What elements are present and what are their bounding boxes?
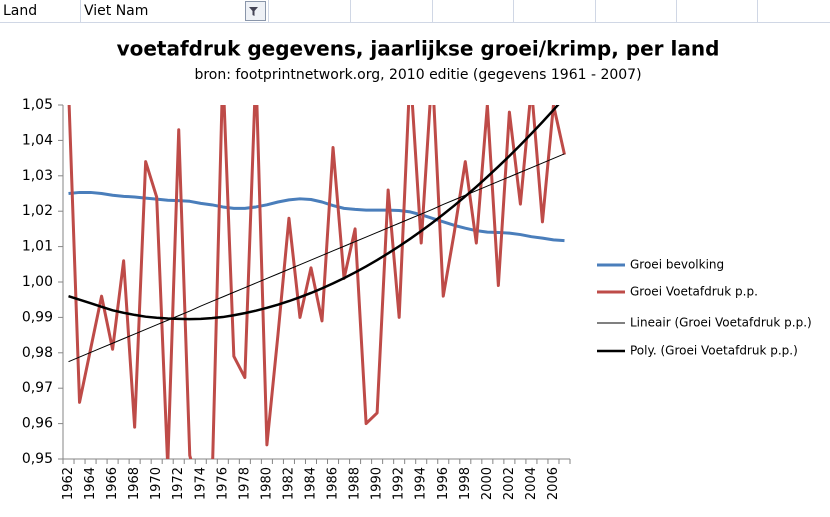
x-tick-label: 2002 bbox=[502, 467, 517, 500]
y-tick-label: 1,03 bbox=[22, 168, 53, 184]
y-tick-label: 1,01 bbox=[22, 239, 53, 255]
legend-label: Poly. (Groei Voetafdruk p.p.) bbox=[630, 344, 798, 358]
series-line bbox=[67, 105, 566, 459]
plot-area bbox=[67, 105, 566, 459]
legend-label: Lineair (Groei Voetafdruk p.p.) bbox=[630, 316, 812, 330]
filter-label: Land bbox=[3, 3, 37, 19]
filter-button-box[interactable] bbox=[245, 1, 266, 21]
y-tick-label: 0,95 bbox=[22, 451, 53, 467]
y-tick-label: 0,98 bbox=[22, 345, 53, 361]
y-tick-label: 0,99 bbox=[22, 309, 53, 325]
legend-label: Groei bevolking bbox=[630, 258, 724, 272]
chart-subtitle: bron: footprintnetwork.org, 2010 editie … bbox=[194, 67, 641, 83]
chart-title: voetafdruk gegevens, jaarlijkse groei/kr… bbox=[117, 37, 720, 61]
x-tick-label: 2000 bbox=[480, 467, 495, 500]
x-tick-label: 1968 bbox=[127, 467, 142, 500]
series-line bbox=[68, 153, 565, 363]
x-tick-label: 1994 bbox=[414, 467, 429, 500]
x-tick-label: 2004 bbox=[524, 467, 539, 500]
x-tick-label: 1964 bbox=[83, 467, 98, 500]
x-tick-label: 1980 bbox=[259, 467, 274, 500]
x-tick-label: 1998 bbox=[458, 467, 473, 500]
x-tick-label: 1974 bbox=[193, 467, 208, 500]
x-tick-label: 2006 bbox=[546, 467, 561, 500]
x-tick-label: 1984 bbox=[303, 467, 318, 500]
x-tick-label: 1970 bbox=[149, 467, 164, 500]
y-tick-label: 0,96 bbox=[22, 416, 53, 432]
filter-button[interactable] bbox=[245, 1, 266, 21]
x-tick-label: 1986 bbox=[326, 467, 341, 500]
x-tick-label: 1988 bbox=[348, 467, 363, 500]
sheet-row: Land Viet Nam bbox=[0, 0, 830, 23]
y-tick-label: 1,02 bbox=[22, 203, 53, 219]
filter-value: Viet Nam bbox=[84, 3, 148, 19]
x-tick-label: 1978 bbox=[237, 467, 252, 500]
y-tick-label: 1,00 bbox=[22, 274, 53, 290]
x-tick-label: 1996 bbox=[436, 467, 451, 500]
series-line bbox=[68, 105, 560, 321]
x-tick-label: 1962 bbox=[61, 467, 76, 500]
y-tick-label: 1,04 bbox=[22, 132, 53, 148]
x-tick-label: 1982 bbox=[281, 467, 296, 500]
x-tick-label: 1966 bbox=[105, 467, 120, 500]
x-tick-label: 1976 bbox=[215, 467, 230, 500]
x-tick-label: 1972 bbox=[171, 467, 186, 500]
filter-icon[interactable] bbox=[249, 7, 258, 16]
y-tick-label: 1,05 bbox=[22, 97, 53, 113]
x-tick-label: 1992 bbox=[392, 467, 407, 500]
y-tick-label: 0,97 bbox=[22, 380, 53, 396]
series-line bbox=[68, 190, 565, 243]
x-tick-label: 1990 bbox=[370, 467, 385, 500]
legend-label: Groei Voetafdruk p.p. bbox=[630, 285, 758, 299]
